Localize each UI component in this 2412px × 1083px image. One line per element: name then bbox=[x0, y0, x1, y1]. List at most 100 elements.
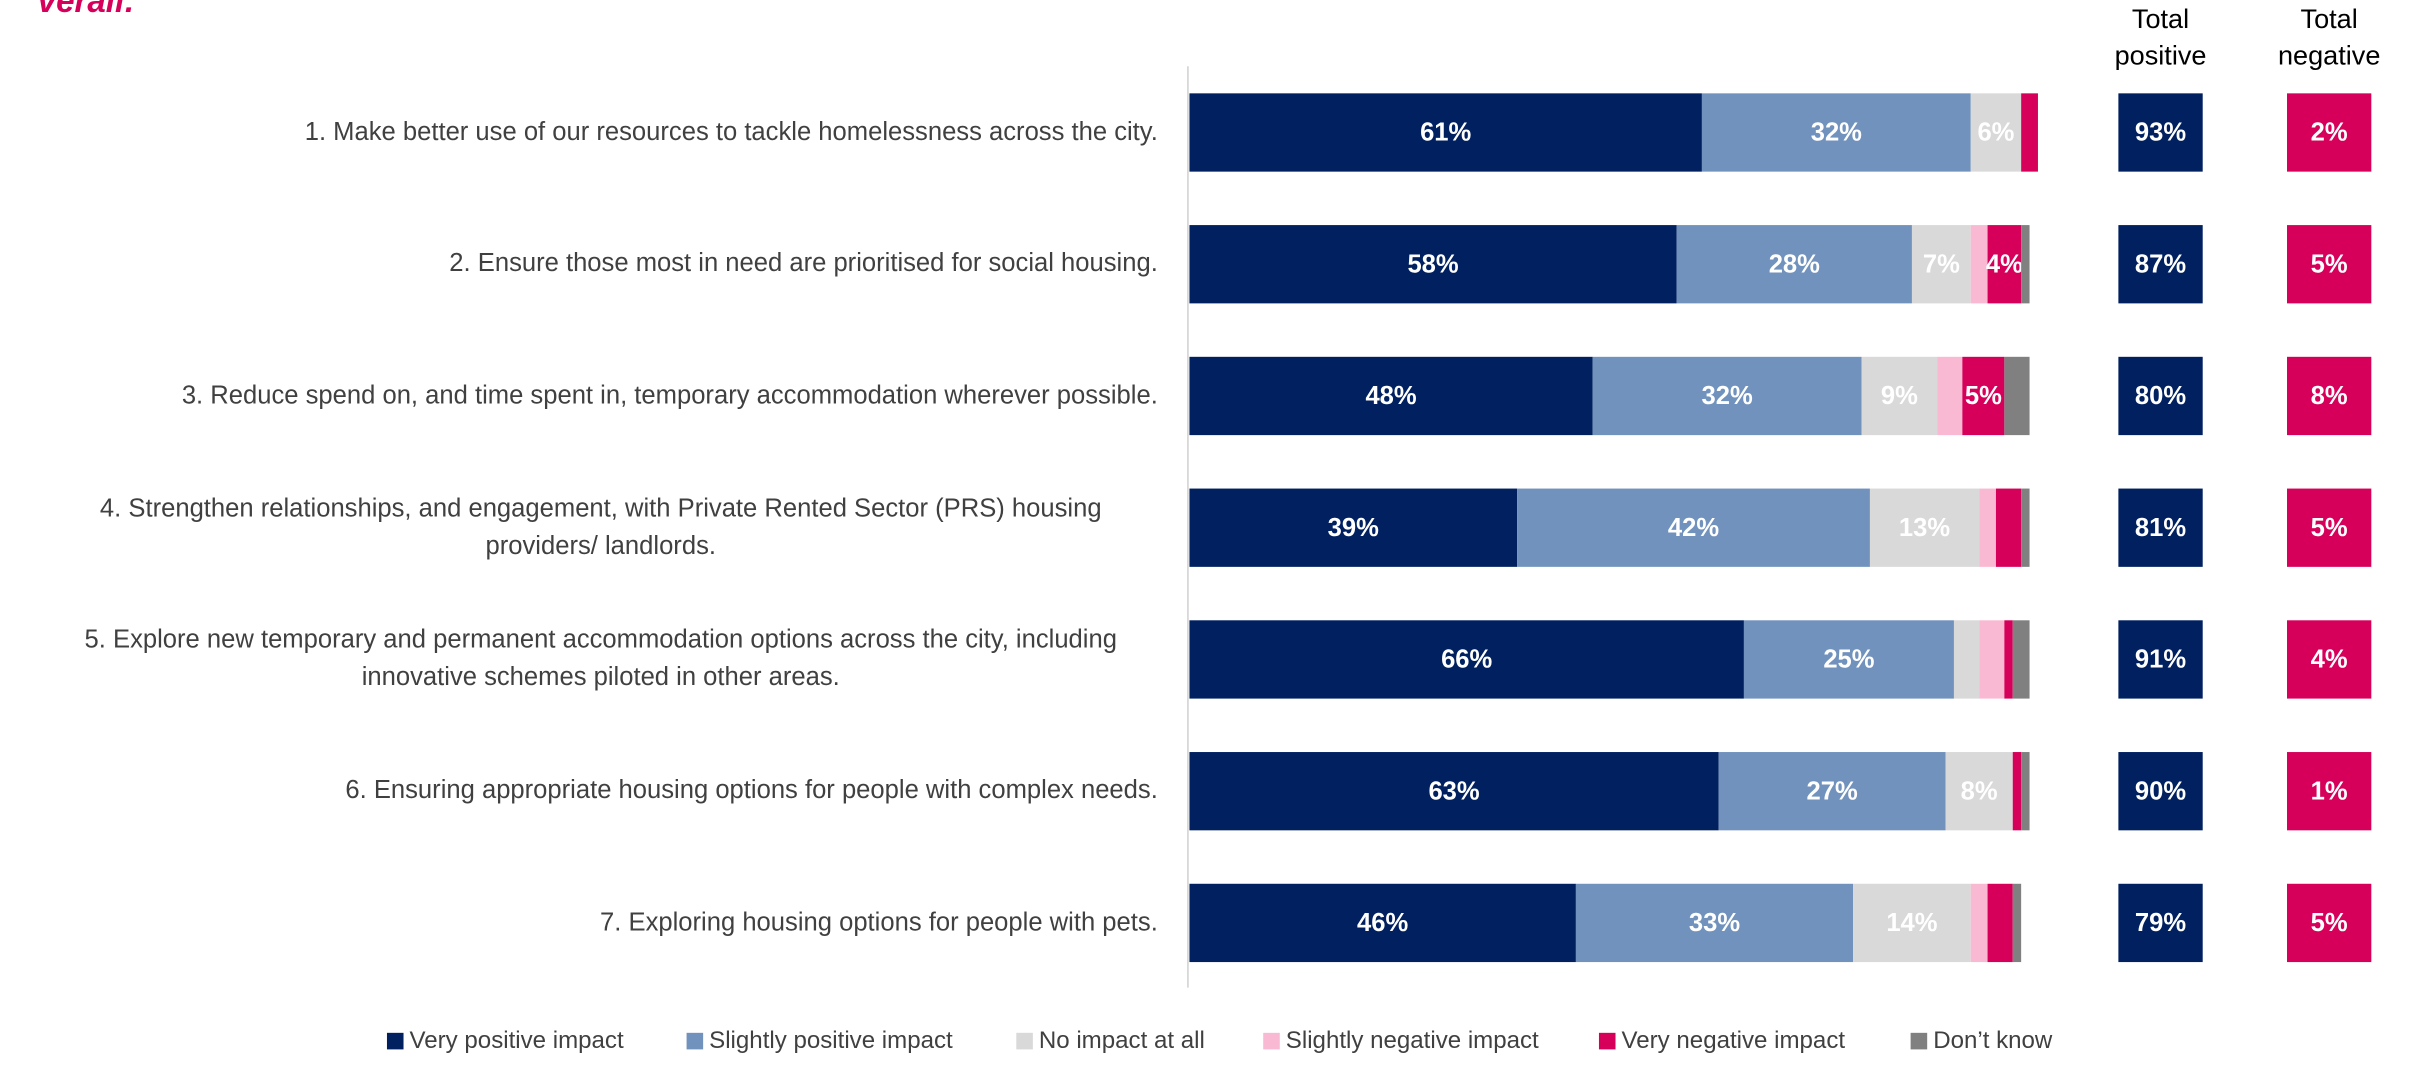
total-label: 93% bbox=[2135, 119, 2186, 147]
total-label: 80% bbox=[2135, 382, 2186, 410]
bar-segment bbox=[1987, 225, 2022, 304]
total-box bbox=[2118, 620, 2203, 699]
category-text: 5. Explore new temporary and permanent a… bbox=[84, 625, 1117, 692]
value-label: 58% bbox=[1407, 251, 1458, 279]
category-label-box: 4. Strengthen relationships, and engagem… bbox=[38, 467, 1158, 587]
total-box bbox=[2287, 883, 2372, 963]
totals-header: positive bbox=[2115, 39, 2207, 70]
value-label: 13% bbox=[1899, 514, 1950, 542]
category-text: 6. Ensuring appropriate housing options … bbox=[345, 775, 1158, 805]
value-label: 14% bbox=[1886, 909, 1937, 937]
bar-segment bbox=[1953, 620, 1980, 699]
category-label: 7. Exploring housing options for people … bbox=[600, 907, 1158, 936]
bar-segment bbox=[2021, 488, 2030, 567]
bar-segment bbox=[1962, 356, 2005, 436]
category-label-box: 3. Reduce spend on, and time spent in, t… bbox=[38, 336, 1158, 456]
value-label: 28% bbox=[1769, 251, 1820, 279]
bar-segment bbox=[1853, 883, 1971, 963]
bar-segment bbox=[1970, 225, 1988, 304]
bar-segment bbox=[1517, 488, 1870, 567]
bar-segment bbox=[1861, 356, 1938, 436]
bar-segment bbox=[1970, 883, 1988, 963]
total-label: 81% bbox=[2135, 514, 2186, 542]
value-label: 32% bbox=[1811, 119, 1862, 147]
value-label: 61% bbox=[1420, 119, 1471, 147]
legend-label: No impact at all bbox=[1039, 1027, 1205, 1054]
bar-segment bbox=[2012, 883, 2022, 963]
value-label: 32% bbox=[1702, 382, 1753, 410]
bar-segment bbox=[2021, 225, 2030, 304]
category-text: 7. Exploring housing options for people … bbox=[600, 907, 1158, 936]
legend-swatch bbox=[1263, 1032, 1280, 1050]
bar-segment bbox=[1189, 752, 1719, 831]
total-label: 79% bbox=[2135, 909, 2186, 937]
value-label: 39% bbox=[1328, 514, 1379, 542]
bar-segment bbox=[1676, 225, 1912, 304]
value-label: 63% bbox=[1428, 777, 1479, 805]
legend-swatch bbox=[686, 1032, 704, 1050]
total-box bbox=[2287, 752, 2372, 831]
bar-segment bbox=[1987, 883, 2013, 963]
bar-segment bbox=[1995, 488, 2022, 567]
total-label: 87% bbox=[2135, 251, 2186, 279]
value-label: 42% bbox=[1668, 514, 1719, 542]
bar-segment bbox=[1979, 620, 2005, 699]
value-label: 48% bbox=[1365, 382, 1416, 410]
value-label: 25% bbox=[1823, 646, 1874, 674]
total-label: 2% bbox=[2311, 119, 2348, 147]
total-box bbox=[2118, 488, 2203, 567]
bar-segment bbox=[2012, 620, 2030, 699]
bar-segment bbox=[2004, 356, 2030, 436]
legend-label: Very positive impact bbox=[410, 1027, 624, 1054]
total-label: 5% bbox=[2311, 514, 2348, 542]
bar-segment bbox=[1189, 93, 1702, 172]
category-text: 2. Ensure those most in need are priorit… bbox=[449, 248, 1158, 278]
legend-swatch bbox=[1910, 1032, 1928, 1050]
total-box bbox=[2287, 488, 2372, 567]
category-label: 5. Explore new temporary and permanent a… bbox=[38, 599, 1158, 719]
total-box bbox=[2287, 225, 2372, 304]
totals-header: Total bbox=[2132, 3, 2189, 34]
total-label: 4% bbox=[2311, 646, 2348, 674]
total-box bbox=[2287, 620, 2372, 699]
total-label: 90% bbox=[2135, 777, 2186, 805]
category-label-box: 2. Ensure those most in need are priorit… bbox=[38, 204, 1158, 324]
total-label: 8% bbox=[2311, 382, 2348, 410]
bar-segment bbox=[2021, 752, 2030, 831]
total-label: 91% bbox=[2135, 646, 2186, 674]
total-box bbox=[2118, 883, 2203, 963]
bar-segment bbox=[2012, 752, 2022, 831]
total-label: 5% bbox=[2311, 251, 2348, 279]
category-label: 4. Strengthen relationships, and engagem… bbox=[38, 467, 1158, 587]
bar-segment bbox=[1701, 93, 1971, 172]
legend-label: Slightly negative impact bbox=[1286, 1027, 1539, 1054]
total-box bbox=[2287, 93, 2372, 172]
value-label: 7% bbox=[1923, 251, 1960, 279]
bar-segment bbox=[1718, 752, 1946, 831]
total-box bbox=[2118, 93, 2203, 172]
value-label: 66% bbox=[1441, 646, 1492, 674]
total-label: 1% bbox=[2311, 777, 2348, 805]
bar-segment bbox=[1869, 488, 1980, 567]
value-label: 4% bbox=[1986, 251, 2023, 279]
bar-segment bbox=[1592, 356, 1862, 436]
category-label-box: 5. Explore new temporary and permanent a… bbox=[38, 599, 1158, 719]
bar-segment bbox=[1575, 883, 1854, 963]
bar-segment bbox=[1937, 356, 1963, 436]
bar-segment bbox=[1743, 620, 1954, 699]
category-label-box: 1. Make better use of our resources to t… bbox=[38, 72, 1158, 192]
category-label: 6. Ensuring appropriate housing options … bbox=[345, 775, 1158, 805]
legend-label: Don’t know bbox=[1933, 1027, 2053, 1054]
bar-segment bbox=[1911, 225, 1971, 304]
bar-segment bbox=[2021, 93, 2038, 172]
total-label: 5% bbox=[2311, 909, 2348, 937]
chart-title: verall: bbox=[38, 0, 136, 20]
category-label: 1. Make better use of our resources to t… bbox=[38, 72, 1158, 192]
total-box bbox=[2118, 225, 2203, 304]
bar-segment bbox=[1945, 752, 2013, 831]
bar-segment bbox=[1189, 225, 1677, 304]
bar-segment bbox=[1189, 620, 1744, 699]
value-label: 46% bbox=[1357, 909, 1408, 937]
total-box bbox=[2118, 752, 2203, 831]
